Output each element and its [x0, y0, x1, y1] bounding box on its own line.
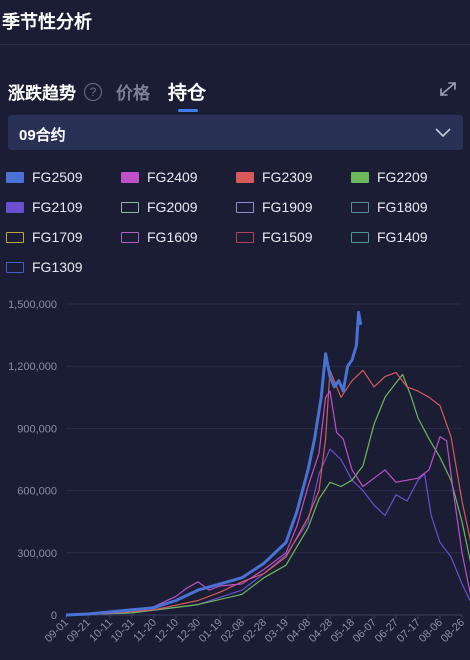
x-tick-label: 12-10 — [153, 617, 181, 645]
legend-label: FG1509 — [262, 229, 313, 245]
help-icon[interactable]: ? — [84, 82, 102, 101]
series-line-fg2209 — [65, 373, 470, 616]
legend-item[interactable]: FG1709 — [6, 228, 83, 246]
x-tick-label: 10-31 — [109, 617, 137, 645]
legend-label: FG1809 — [377, 199, 428, 215]
legend-swatch — [6, 261, 24, 273]
legend-label: FG1409 — [377, 229, 428, 245]
legend-item[interactable]: FG2409 — [121, 168, 198, 186]
tab-bar: 涨跌趋势 ? 价格 持仓 — [8, 78, 224, 112]
tab-open-interest[interactable]: 持仓 — [168, 78, 206, 112]
y-tick-label: 900,000 — [17, 423, 57, 435]
x-tick-label: 06-07 — [351, 617, 379, 645]
page-title: 季节性分析 — [2, 12, 92, 32]
y-tick-label: 1,500,000 — [8, 299, 57, 311]
tab-price[interactable]: 价格 — [116, 84, 150, 103]
legend-label: FG1309 — [32, 259, 83, 275]
x-tick-label: 09-21 — [65, 617, 93, 645]
x-tick-label: 06-27 — [373, 617, 401, 645]
x-tick-label: 11-20 — [131, 617, 159, 645]
legend-item[interactable]: FG2509 — [6, 168, 83, 186]
legend-item[interactable]: FG1309 — [6, 258, 83, 276]
legend-swatch — [121, 171, 139, 183]
contract-select[interactable]: 09合约 — [8, 115, 463, 150]
x-tick-label: 08-26 — [439, 617, 467, 645]
x-tick-label: 02-08 — [219, 617, 247, 645]
legend-item[interactable]: FG2309 — [236, 168, 313, 186]
x-tick-label: 10-11 — [87, 617, 115, 645]
legend-item[interactable]: FG1909 — [236, 198, 313, 216]
series-line-fg2509 — [65, 310, 363, 617]
x-tick-label: 05-18 — [329, 617, 357, 645]
y-tick-label: 0 — [51, 610, 57, 622]
legend-swatch — [6, 231, 24, 243]
expand-icon[interactable] — [437, 79, 459, 99]
x-tick-label: 07-17 — [395, 617, 423, 645]
legend-swatch — [351, 171, 369, 183]
legend-label: FG2109 — [32, 199, 83, 215]
y-tick-label: 300,000 — [17, 548, 57, 560]
series-line-fg2409 — [65, 390, 470, 616]
x-tick-label: 01-19 — [197, 617, 225, 645]
contract-select-value: 09合约 — [19, 127, 66, 144]
legend-label: FG2209 — [377, 169, 428, 185]
x-tick-label: 02-28 — [241, 617, 269, 645]
legend-swatch — [121, 201, 139, 213]
legend-label: FG2009 — [147, 199, 198, 215]
legend-label: FG2409 — [147, 169, 198, 185]
legend-swatch — [6, 201, 24, 213]
legend-item[interactable]: FG1809 — [351, 198, 428, 216]
legend-label: FG1609 — [147, 229, 198, 245]
legend-item[interactable]: FG2209 — [351, 168, 428, 186]
legend-swatch — [236, 171, 254, 183]
legend-swatch — [121, 231, 139, 243]
y-tick-label: 1,200,000 — [8, 361, 57, 373]
series-line-fg2309 — [65, 369, 470, 616]
x-tick-label: 04-08 — [285, 617, 313, 645]
legend-label: FG1909 — [262, 199, 313, 215]
legend-item[interactable]: FG1609 — [121, 228, 198, 246]
legend-swatch — [236, 201, 254, 213]
legend-swatch — [6, 171, 24, 183]
chart: 0 300,000 600,000 900,000 1,200,000 1,500,000… — [8, 299, 470, 645]
x-tick-label: 04-28 — [307, 617, 335, 645]
legend-swatch — [351, 201, 369, 213]
tab-trend[interactable]: 涨跌趋势 — [8, 84, 76, 103]
legend-label: FG2509 — [32, 169, 83, 185]
legend-swatch — [351, 231, 369, 243]
series-line-fg2109 — [65, 448, 470, 616]
x-tick-label: 08-06 — [417, 617, 445, 645]
legend-label: FG2309 — [262, 169, 313, 185]
legend-item[interactable]: FG1509 — [236, 228, 313, 246]
legend-swatch — [236, 231, 254, 243]
legend-item[interactable]: FG2009 — [121, 198, 198, 216]
legend-label: FG1709 — [32, 229, 83, 245]
legend-item[interactable]: FG2109 — [6, 198, 83, 216]
chevron-down-icon — [435, 128, 451, 138]
x-tick-label: 12-30 — [175, 617, 203, 645]
header-divider — [0, 44, 470, 45]
y-tick-label: 600,000 — [17, 486, 57, 498]
legend-item[interactable]: FG1409 — [351, 228, 428, 246]
x-tick-label: 03-19 — [263, 617, 291, 645]
